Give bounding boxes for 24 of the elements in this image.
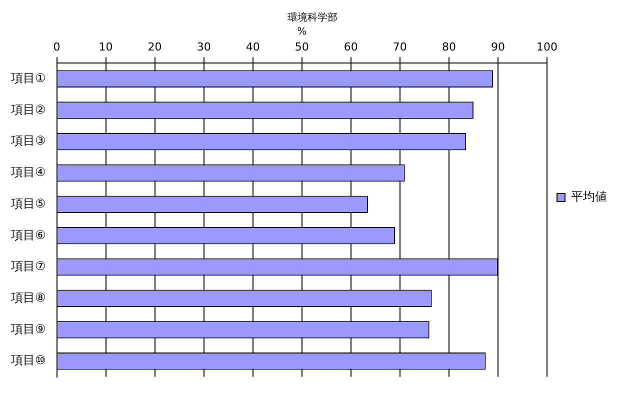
x-tick-label: 20 (148, 40, 162, 54)
y-tick-label: 項目④ (10, 165, 46, 180)
y-tick-label: 項目⑥ (10, 228, 46, 242)
y-tick-label: 項目② (10, 102, 46, 116)
y-tick-label: 項目⑦ (10, 259, 46, 274)
x-tick-label: 50 (294, 40, 309, 54)
x-tick-label: 80 (442, 40, 456, 54)
x-axis-title: % (297, 26, 307, 38)
y-tick-label: 項目⑤ (10, 196, 46, 210)
y-tick-label: 項目⑧ (10, 290, 46, 305)
legend-label: 平均値 (571, 190, 607, 204)
x-tick-label: 10 (98, 40, 113, 54)
x-tick-label: 70 (392, 40, 407, 54)
x-tick-label: 40 (246, 40, 260, 54)
x-tick-label: 90 (490, 40, 505, 54)
chart-title: 環境科学部 (288, 12, 338, 24)
x-tick-label: 60 (344, 40, 358, 54)
y-tick-label: 項目⑩ (10, 353, 46, 368)
y-tick-label: 項目① (10, 71, 46, 86)
y-tick-label: 項目③ (10, 134, 46, 148)
x-tick-label: 0 (53, 40, 60, 54)
y-tick-label: 項目⑨ (10, 322, 46, 336)
x-tick-label: 30 (196, 40, 211, 54)
x-tick-label: 100 (536, 40, 558, 54)
